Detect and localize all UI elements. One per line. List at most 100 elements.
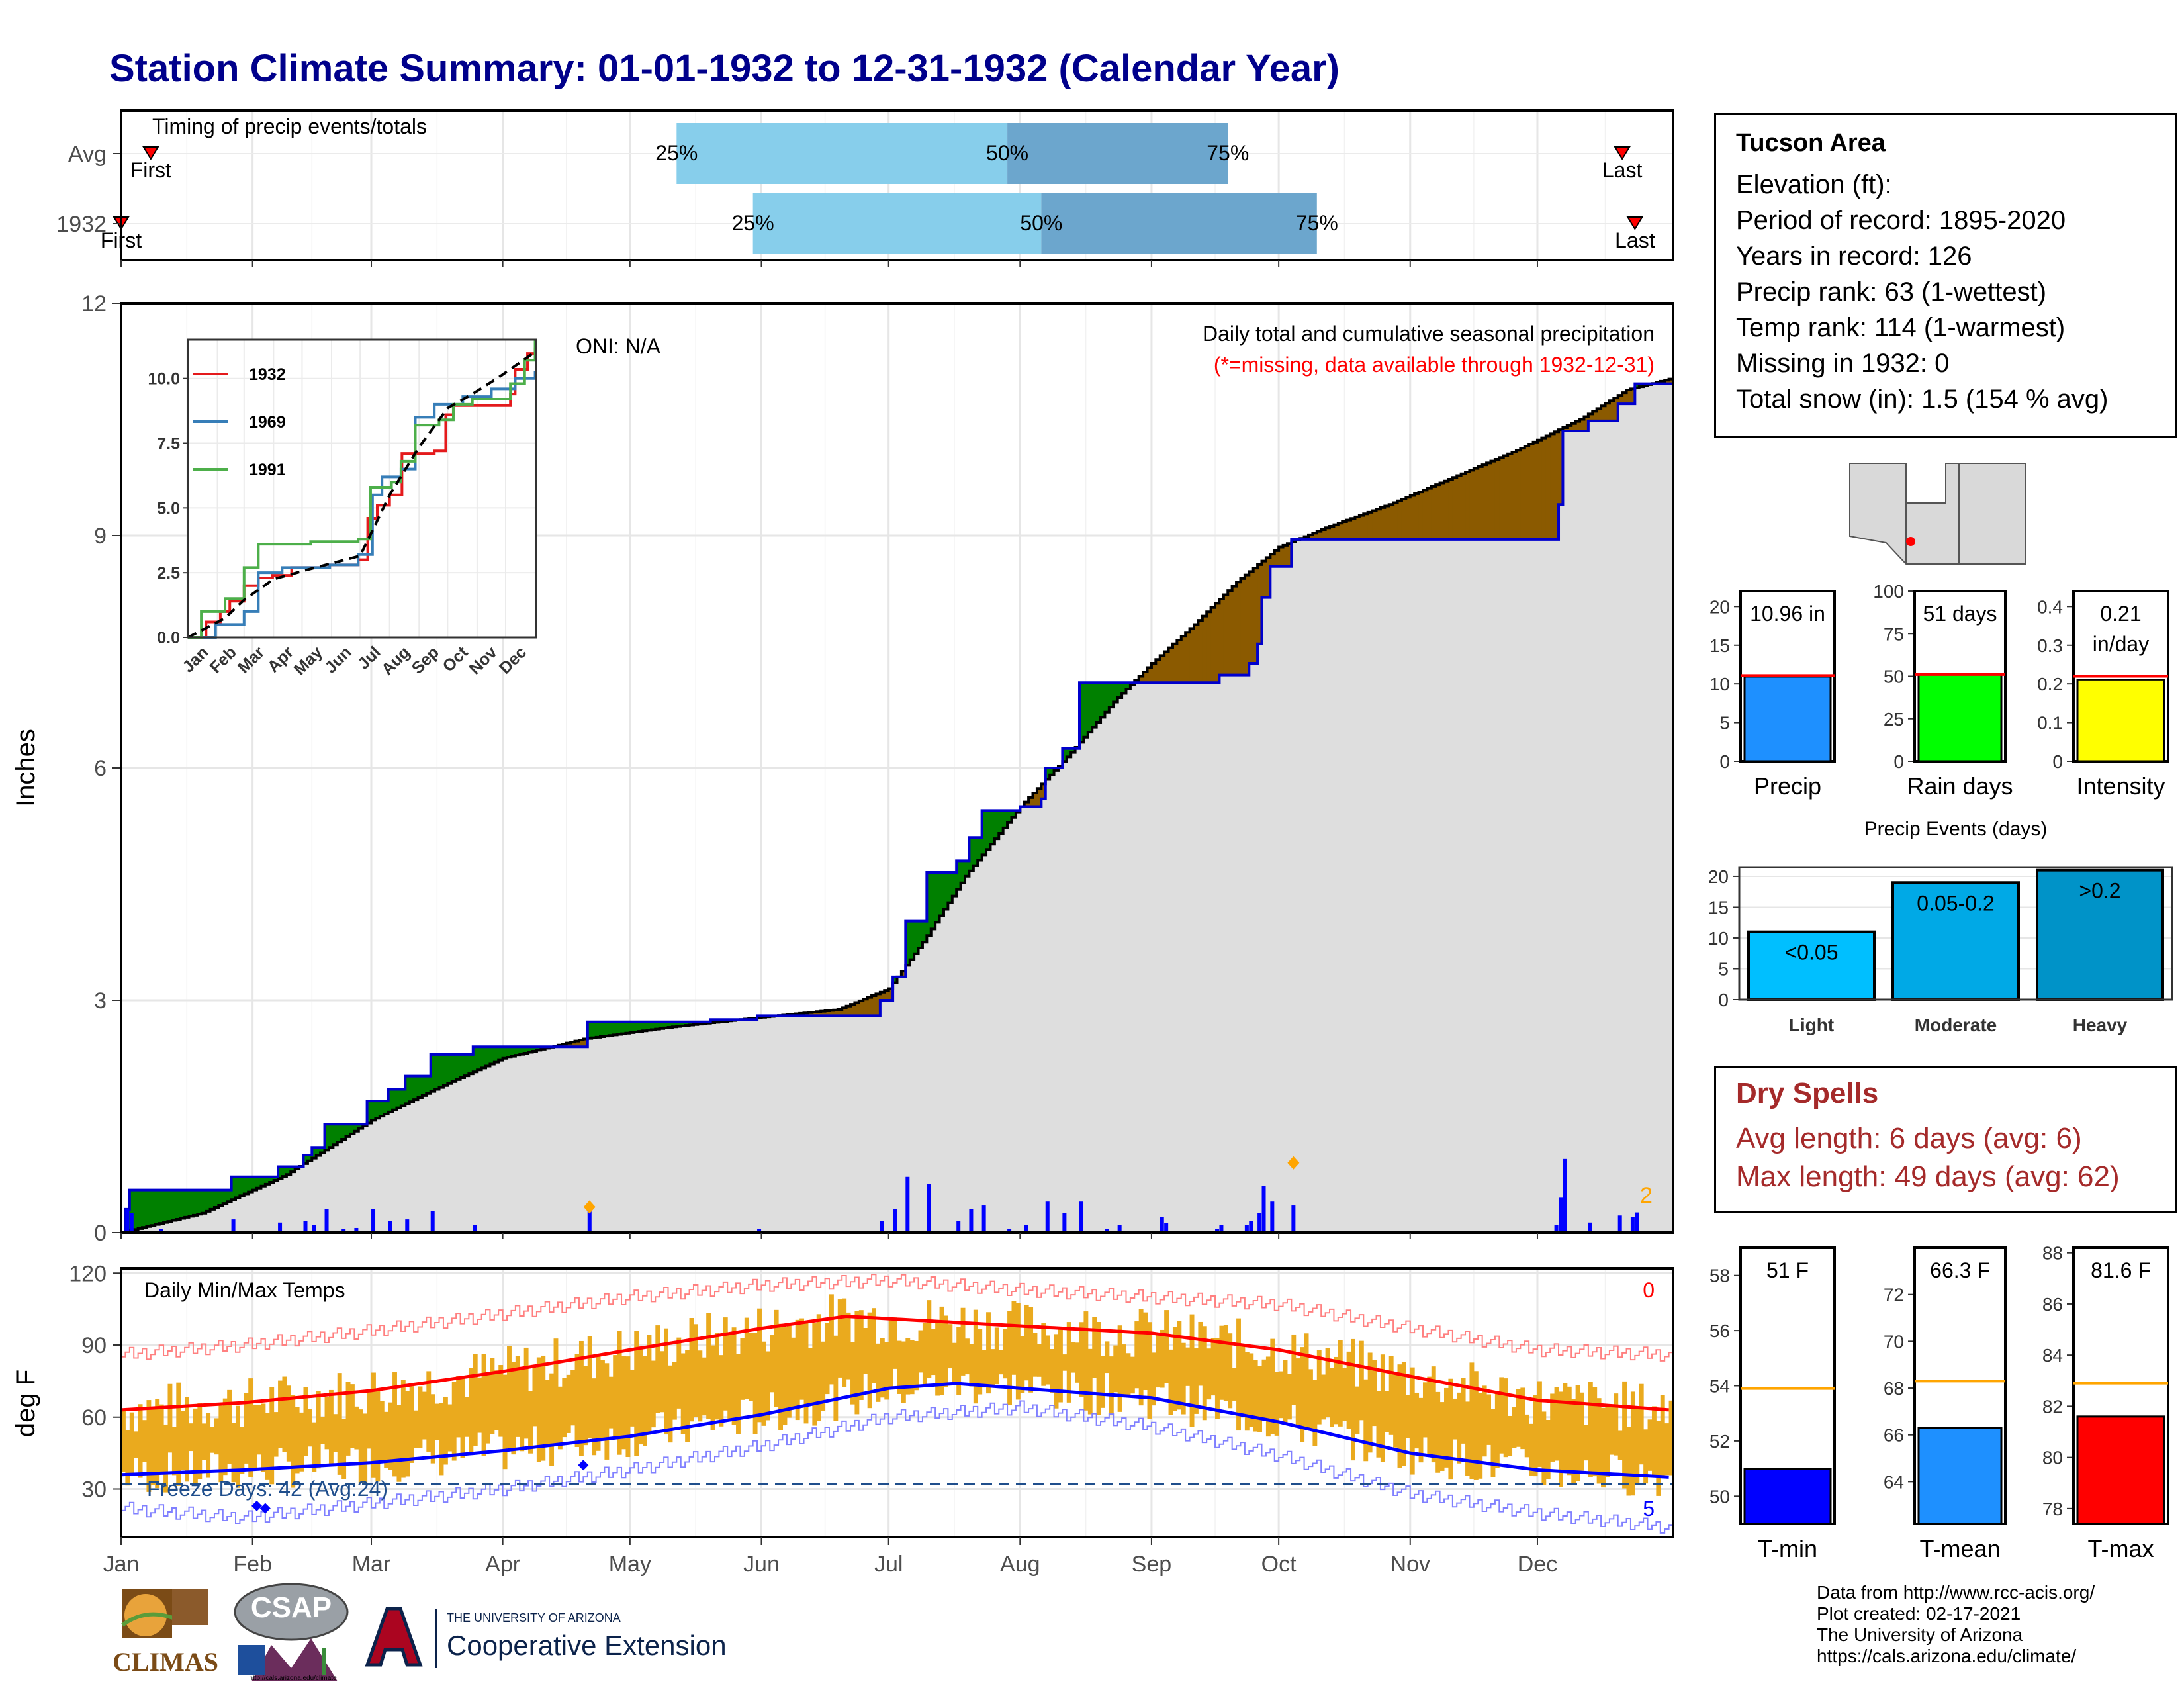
daily-temp-bar — [515, 1356, 520, 1437]
daily-precip-bar — [1164, 1223, 1169, 1233]
below-normal-fill — [901, 971, 906, 977]
daily-temp-bar — [1385, 1391, 1390, 1432]
below-normal-fill — [1219, 598, 1224, 675]
bar-y-tick-label: 72 — [1884, 1285, 1904, 1305]
csap-logo[interactable]: CSAP http://cals.arizona.edu/climate — [232, 1582, 351, 1685]
below-normal-fill — [1609, 400, 1614, 421]
daily-precip-bar — [1563, 1158, 1567, 1233]
daily-temp-bar — [909, 1340, 915, 1395]
ua-a-icon — [365, 1607, 423, 1667]
daily-temp-bar — [651, 1360, 656, 1428]
daily-temp-bar — [155, 1399, 160, 1489]
below-normal-fill — [1490, 461, 1496, 539]
bar-value-label: 51 F — [1766, 1258, 1809, 1282]
climas-logo[interactable]: CLIMAS — [109, 1585, 222, 1681]
above-normal-fill — [312, 1147, 317, 1158]
daily-temp-bar — [978, 1329, 983, 1395]
below-normal-fill — [1482, 465, 1487, 539]
bar-y-tick-label: 0 — [1893, 751, 1904, 772]
daily-temp-bar — [1592, 1387, 1598, 1477]
daily-temp-bar — [1516, 1389, 1521, 1447]
daily-precip-bar — [405, 1219, 410, 1233]
daily-precip-bar — [1249, 1221, 1253, 1233]
daily-precip-bar — [1007, 1229, 1012, 1233]
timing-pct-label: 25% — [732, 211, 774, 235]
bar-y-tick-label: 0.2 — [2037, 674, 2063, 694]
below-normal-fill — [1393, 502, 1398, 539]
above-normal-fill — [155, 1190, 160, 1225]
daily-temp-bar — [443, 1396, 448, 1465]
daily-temp-bar — [451, 1382, 457, 1461]
below-normal-fill — [1571, 423, 1576, 432]
daily-precip-bar — [1554, 1225, 1559, 1233]
daily-temp-bar — [731, 1327, 737, 1425]
temps-y-axis-label: deg F — [11, 1370, 40, 1437]
daily-precip-bar — [880, 1221, 884, 1233]
above-normal-fill — [643, 1021, 648, 1031]
daily-temp-bar — [948, 1324, 953, 1369]
station-name: Tucson Area — [1736, 129, 1886, 157]
daily-temp-bar — [714, 1333, 719, 1420]
daily-temp-bar — [1321, 1374, 1326, 1420]
daily-temp-bar — [765, 1351, 770, 1421]
daily-precip-bar — [129, 1213, 134, 1233]
daily-temp-bar — [1660, 1395, 1665, 1477]
below-normal-fill — [816, 1011, 821, 1016]
events-y-tick-label: 0 — [1718, 990, 1729, 1010]
daily-temp-bar — [464, 1397, 469, 1437]
below-normal-fill — [1367, 512, 1373, 539]
below-normal-fill — [1206, 612, 1212, 683]
above-normal-fill — [999, 810, 1004, 833]
bar-value-label: 81.6 F — [2091, 1258, 2151, 1282]
daily-temp-bar — [693, 1324, 698, 1417]
daily-temp-bar — [520, 1368, 525, 1452]
daily-temp-bar — [1469, 1362, 1475, 1479]
daily-temp-bar — [159, 1404, 164, 1474]
above-normal-fill — [333, 1124, 338, 1145]
daily-temp-bar — [1584, 1425, 1589, 1461]
daily-temp-bar — [507, 1346, 512, 1448]
csap-logo-graphic — [234, 1583, 349, 1681]
daily-temp-bar — [1359, 1340, 1364, 1421]
daily-temp-bar — [1036, 1344, 1042, 1377]
bar-y-tick-label: 66 — [1884, 1425, 1904, 1446]
daily-temp-bar — [1257, 1366, 1263, 1432]
daily-temp-bar — [1300, 1347, 1305, 1442]
daily-temp-bar — [1554, 1387, 1559, 1461]
below-normal-fill — [1279, 547, 1284, 567]
daily-precip-bar — [1244, 1225, 1249, 1233]
ua-logo[interactable]: THE UNIVERSITY OF ARIZONA Cooperative Ex… — [357, 1602, 741, 1675]
above-normal-fill — [935, 872, 940, 923]
daily-temp-bar — [248, 1378, 253, 1477]
below-normal-fill — [1202, 616, 1207, 683]
daily-temp-bar — [511, 1362, 516, 1455]
precip-events-chart: 0 5 10 15 20 <0.05 Light 0.05-0.2 Moderate >0.2 He… — [1708, 818, 2173, 1035]
daily-temp-bar — [1397, 1364, 1402, 1468]
x-tick-label: Oct — [1261, 1552, 1297, 1577]
timing-marker-label: Last — [1602, 158, 1643, 182]
below-normal-fill — [1312, 533, 1318, 539]
chart-subtitle: (*=missing, data available through 1932-… — [1214, 353, 1655, 377]
temps-frame — [120, 1267, 1674, 1538]
above-normal-fill — [286, 1166, 291, 1175]
below-normal-fill — [1325, 528, 1330, 539]
below-normal-fill — [858, 1000, 864, 1016]
daily-temp-bar — [893, 1317, 897, 1369]
above-normal-fill — [265, 1176, 270, 1184]
below-normal-fill — [1622, 393, 1627, 404]
above-normal-fill — [235, 1176, 240, 1198]
daily-temp-bar — [782, 1327, 788, 1425]
daily-temp-bar — [1283, 1360, 1288, 1423]
above-normal-fill — [634, 1021, 639, 1032]
daily-temp-bar — [1130, 1356, 1135, 1394]
daily-temp-bar — [1058, 1327, 1063, 1403]
daily-temp-bar — [536, 1357, 541, 1462]
daily-temp-bar — [1054, 1334, 1059, 1409]
daily-temp-bar — [1478, 1393, 1483, 1479]
daily-temp-bar — [180, 1411, 185, 1470]
credits: Data from http://www.rcc-acis.org/ Plot … — [1817, 1582, 2095, 1667]
above-normal-fill — [927, 872, 932, 936]
above-normal-fill — [714, 1019, 720, 1023]
above-normal-fill — [422, 1076, 427, 1096]
